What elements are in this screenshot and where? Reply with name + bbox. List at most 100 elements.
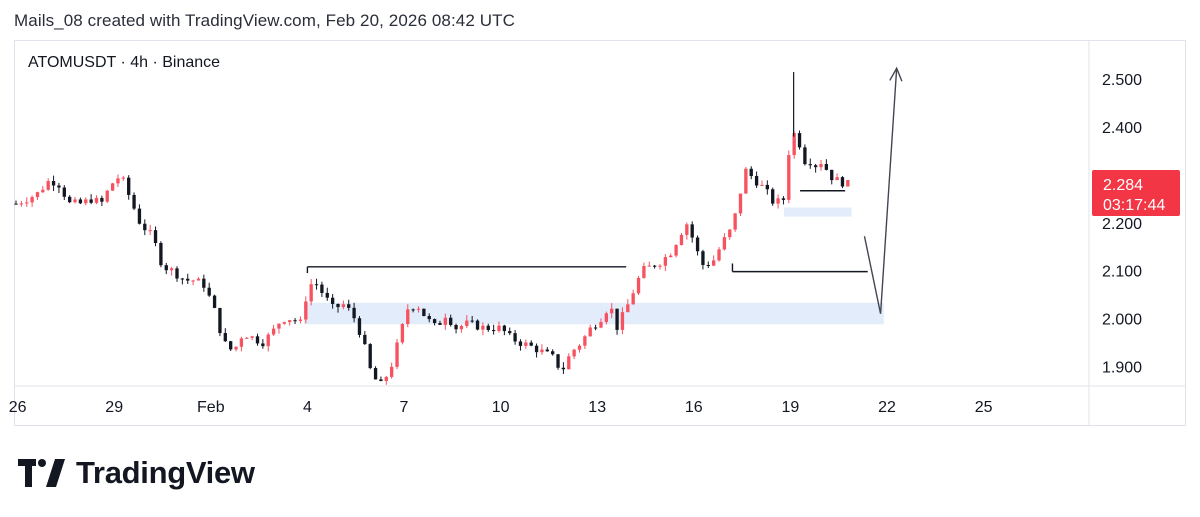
candle-body [518,341,523,346]
candle-body [846,180,850,187]
candle-body [320,284,324,293]
candle-body [486,325,490,331]
candle-body [116,178,120,184]
candle-body [561,367,566,370]
candle-body [202,278,206,288]
candle-body [261,343,265,347]
time-tick-label: 13 [588,399,606,416]
candle-body [663,257,668,266]
candle-body [25,202,29,204]
price-tick-label: 1.900 [1102,359,1142,376]
last-price-tag-bg [1092,170,1180,216]
candle-body [132,194,136,209]
time-tick-label: 19 [782,399,800,416]
candle-body [223,333,227,342]
candle-body [19,203,24,205]
demand-zone[interactable] [304,302,884,325]
price-tick-label: 2.400 [1102,120,1142,137]
countdown-value: 03:17:44 [1103,197,1165,214]
candle-body [701,251,705,265]
time-tick-label: 16 [685,399,703,416]
candle-body [427,315,431,320]
candle-body [524,342,528,346]
candle-body [212,295,217,308]
candle-body [792,133,796,156]
candle-body [105,190,109,202]
candle-body [840,177,845,187]
candle-body [422,308,426,316]
candle-body [813,165,818,168]
candle-body [540,349,544,353]
candle-body [336,303,340,308]
candle-body [459,325,464,330]
candle-body [180,278,185,280]
candle-body [583,336,587,346]
zones-layer [304,207,884,325]
candle-body [567,356,571,370]
candle-body [797,133,802,148]
candle-body [229,341,233,350]
candle-body [744,168,748,194]
candle-body [695,237,700,252]
candle-body [760,184,764,186]
time-axis: 26 29 Feb 4 7 10 13 16 19 22 25 [9,399,993,416]
projection-path[interactable] [863,68,898,314]
candle-body [110,183,115,191]
candle-body [454,324,458,330]
price-tick-label: 2.500 [1102,72,1142,89]
candle-body [121,177,125,179]
candle-body [438,323,442,325]
candle-body [357,318,362,335]
demand-zone[interactable] [783,207,852,217]
candle-body [728,229,732,238]
candle-body [771,189,775,204]
candle-body [164,265,168,271]
candle-body [529,342,533,346]
candle-body [690,224,694,238]
candle-body [534,345,539,353]
candle-body [196,278,201,281]
candle-body [363,334,367,345]
candle-body [100,197,104,202]
candle-body [513,333,517,342]
candle-body [508,331,512,334]
candle-body [30,197,34,203]
candle-body [449,317,453,325]
candle-body [384,376,388,382]
time-tick-label: 29 [105,399,123,416]
candle-body [293,320,297,322]
candle-body [443,317,447,325]
candle-body [819,164,823,168]
candle-body [808,164,812,166]
candle-body [78,199,83,204]
candle-body [615,308,619,330]
candle-body [250,336,254,338]
candle-body [255,336,260,344]
time-tick-label: 10 [492,399,510,416]
candle-body [186,278,190,281]
candle-body [62,187,66,197]
candle-body [776,198,780,204]
candle-body [314,284,319,286]
candle-body [706,264,710,266]
price-tick-label: 2.200 [1102,216,1142,233]
candle-body [416,308,421,310]
candle-body [803,147,807,165]
candle-body [46,181,50,190]
candle-body [610,308,614,314]
candle-body [68,196,72,203]
candle-body [669,255,673,258]
candle-body [642,266,646,278]
projection-arrowhead [889,66,903,82]
candle-body [502,325,507,332]
symbol-legend[interactable]: ATOMUSDT · 4h · Binance [28,54,221,71]
candle-body [712,260,716,266]
candle-body [411,309,415,311]
tradingview-logo[interactable]: TradingView [18,455,255,491]
candle-body [94,197,99,203]
candles-layer [14,72,850,385]
candle-body [73,199,77,203]
candle-body [84,199,88,204]
